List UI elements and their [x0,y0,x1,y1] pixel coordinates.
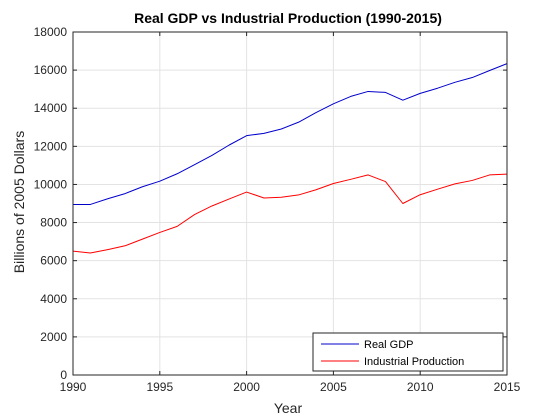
y-tick-label-4: 8000 [40,216,67,230]
x-tick-label-5: 2015 [494,380,521,394]
x-tick-label-3: 2005 [320,380,347,394]
series-line-real-gdp [73,63,508,205]
y-tick-label-0: 0 [60,368,67,382]
x-tick-label-2: 2000 [233,380,260,394]
ticks: 1990 1995 2000 2005 2010 2015 0 2000 4000 6000 800… [34,25,521,394]
y-tick-label-1: 2000 [40,330,67,344]
y-tick-label-7: 14000 [34,101,68,115]
y-tick-label-8: 16000 [34,63,68,77]
plot-area [73,32,507,375]
y-tick-label-2: 4000 [40,292,67,306]
plot-frame [72,31,508,376]
y-tick-label-9: 18000 [34,25,68,39]
x-tick-label-0: 1990 [60,380,87,394]
y-tick-label-5: 10000 [34,177,68,191]
legend-label-real-gdp: Real GDP [364,339,414,351]
chart-title: Real GDP vs Industrial Production (1990-… [134,10,442,26]
y-tick-label-3: 6000 [40,254,67,268]
legend-box [312,332,504,372]
y-tick-label-6: 12000 [34,139,68,153]
legend: Real GDP Industrial Production [312,332,504,372]
series-lines [72,63,508,254]
x-tick-label-1: 1995 [146,380,173,394]
grid [72,31,508,376]
legend-label-industrial-production: Industrial Production [364,356,464,368]
series-line-industrial-production [72,173,508,254]
y-axis-label: Billions of 2005 Dollars [11,131,27,273]
x-tick-label-4: 2010 [407,380,434,394]
x-axis-label: Year [274,400,303,416]
